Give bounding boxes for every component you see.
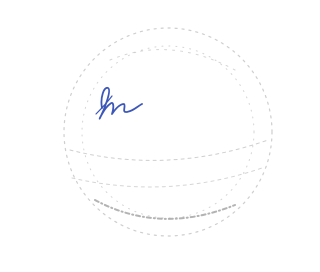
stamp-image: [0, 0, 280, 272]
page: (() => { const data = JSON.parse(documen…: [0, 0, 280, 272]
background: [0, 0, 280, 272]
